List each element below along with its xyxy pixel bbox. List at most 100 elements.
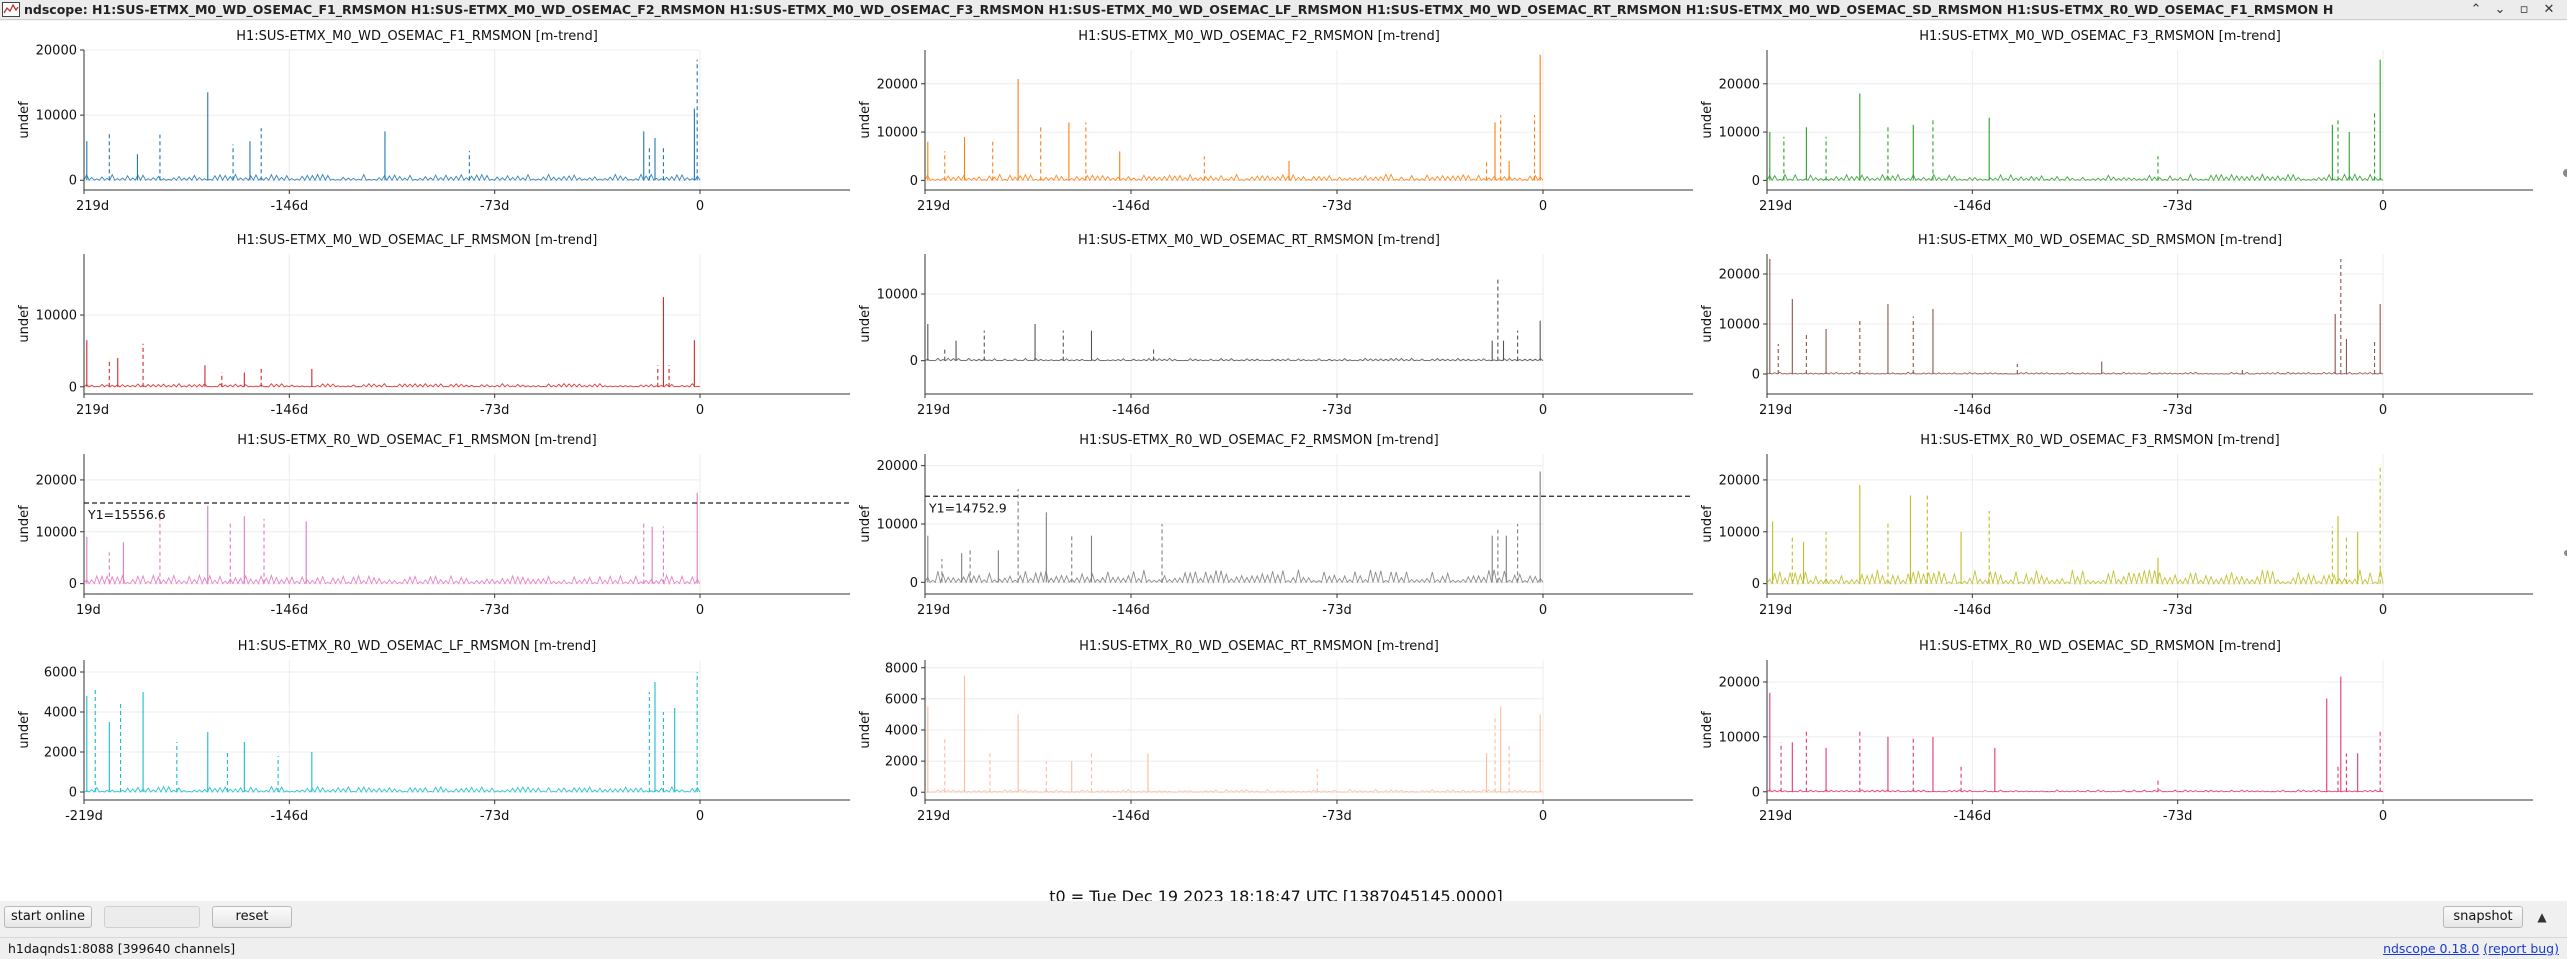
- y-tick-label: 20000: [877, 77, 918, 92]
- x-tick-label: 219d: [917, 809, 950, 824]
- x-tick-label: 0: [696, 603, 704, 618]
- x-tick-label: -73d: [480, 603, 510, 618]
- y-axis-label: undef: [858, 305, 873, 343]
- version-info: ndscope 0.18.0 (report bug): [2383, 941, 2559, 956]
- y-axis-label: undef: [858, 101, 873, 139]
- server-status: h1daqnds1:8088 [399640 channels]: [8, 941, 236, 956]
- data-trace: [1766, 569, 2384, 586]
- plot-title: H1:SUS-ETMX_M0_WD_OSEMAC_F1_RMSMON [m-tr…: [236, 29, 598, 44]
- plot-6: H1:SUS-ETMX_M0_WD_OSEMAC_SD_RMSMON [m-tr…: [1700, 233, 2533, 418]
- window-title: ndscope: H1:SUS-ETMX_M0_WD_OSEMAC_F1_RMS…: [24, 2, 2334, 17]
- y-tick-label: 0: [1752, 174, 1760, 189]
- reset-button[interactable]: reset: [212, 906, 292, 928]
- y-axis-label: undef: [1700, 305, 1715, 343]
- report-bug-link[interactable]: (report bug): [2483, 941, 2559, 956]
- x-tick-label: -146d: [270, 199, 308, 214]
- y-cursor-label: Y1=15556.6: [87, 507, 166, 522]
- x-tick-label: -146d: [1953, 199, 1991, 214]
- y-tick-label: 10000: [36, 525, 77, 540]
- x-tick-label: 219d: [917, 603, 950, 618]
- y-tick-label: 0: [910, 786, 918, 801]
- plot-grid: H1:SUS-ETMX_M0_WD_OSEMAC_F1_RMSMON [m-tr…: [0, 21, 2567, 906]
- keep-above-button[interactable]: ⌃: [2470, 2, 2482, 17]
- start-online-button[interactable]: start online: [4, 906, 92, 928]
- x-tick-label: 0: [2379, 403, 2387, 418]
- x-tick-label: -73d: [1322, 403, 1352, 418]
- y-tick-label: 10000: [877, 126, 918, 141]
- x-tick-label: -219d: [65, 809, 103, 824]
- triangle-up-icon[interactable]: ▲: [2537, 910, 2547, 924]
- x-tick-label: -146d: [1112, 403, 1150, 418]
- plot-10: H1:SUS-ETMX_R0_WD_OSEMAC_LF_RMSMON [m-tr…: [17, 639, 850, 824]
- x-tick-label: 219d: [76, 199, 109, 214]
- plot-title: H1:SUS-ETMX_R0_WD_OSEMAC_F2_RMSMON [m-tr…: [1079, 433, 1438, 448]
- plot-title: H1:SUS-ETMX_M0_WD_OSEMAC_RT_RMSMON [m-tr…: [1078, 233, 1440, 248]
- plot-8: H1:SUS-ETMX_R0_WD_OSEMAC_F2_RMSMON [m-tr…: [858, 433, 1693, 618]
- control-bar: start online reset snapshot ▲: [0, 901, 2567, 937]
- plot-title: H1:SUS-ETMX_M0_WD_OSEMAC_F2_RMSMON [m-tr…: [1078, 29, 1440, 44]
- data-trace: [1766, 789, 2384, 793]
- x-tick-label: 0: [1539, 403, 1547, 418]
- x-tick-label: -146d: [1112, 809, 1150, 824]
- plot-3: H1:SUS-ETMX_M0_WD_OSEMAC_F3_RMSMON [m-tr…: [1700, 29, 2533, 214]
- minimize-button[interactable]: ⌄: [2494, 2, 2506, 17]
- data-trace: [924, 357, 1544, 362]
- x-tick-label: -146d: [270, 403, 308, 418]
- x-tick-label: 219d: [917, 403, 950, 418]
- close-button[interactable]: ✕: [2543, 2, 2555, 17]
- y-cursor-label: Y1=14752.9: [928, 500, 1007, 515]
- version-link[interactable]: ndscope 0.18.0: [2383, 941, 2480, 956]
- plot-11: H1:SUS-ETMX_R0_WD_OSEMAC_RT_RMSMON [m-tr…: [858, 639, 1693, 824]
- data-trace: [924, 788, 1544, 793]
- y-tick-label: 20000: [877, 459, 918, 474]
- plots-canvas: H1:SUS-ETMX_M0_WD_OSEMAC_F1_RMSMON [m-tr…: [17, 29, 2533, 824]
- data-trace: [83, 382, 701, 388]
- y-tick-label: 0: [910, 576, 918, 591]
- x-tick-label: 0: [2379, 809, 2387, 824]
- x-tick-label: -73d: [480, 403, 510, 418]
- right-edge-handles: [2559, 161, 2567, 581]
- x-tick-label: 219d: [1759, 403, 1792, 418]
- y-axis-label: undef: [17, 711, 32, 749]
- x-tick-label: -73d: [2163, 809, 2193, 824]
- y-tick-label: 0: [910, 354, 918, 369]
- x-tick-label: -73d: [2163, 403, 2193, 418]
- x-tick-label: 219d: [1759, 199, 1792, 214]
- ndscope-app-icon: [2, 2, 20, 17]
- x-tick-label: -73d: [480, 199, 510, 214]
- data-trace: [1766, 371, 2384, 375]
- plot-title: H1:SUS-ETMX_R0_WD_OSEMAC_F1_RMSMON [m-tr…: [237, 433, 596, 448]
- y-axis-label: undef: [17, 505, 32, 543]
- data-trace: [83, 173, 701, 182]
- snapshot-button[interactable]: snapshot: [2443, 906, 2523, 928]
- plot-7: H1:SUS-ETMX_R0_WD_OSEMAC_F1_RMSMON [m-tr…: [17, 433, 850, 618]
- y-tick-label: 0: [69, 380, 77, 395]
- data-trace: [924, 173, 1544, 182]
- y-tick-label: 0: [910, 174, 918, 189]
- y-tick-label: 20000: [36, 473, 77, 488]
- x-tick-label: 219d: [1759, 603, 1792, 618]
- y-tick-label: 0: [1752, 368, 1760, 383]
- plot-title: H1:SUS-ETMX_M0_WD_OSEMAC_F3_RMSMON [m-tr…: [1919, 29, 2281, 44]
- maximize-button[interactable]: ▫: [2519, 2, 2529, 17]
- x-tick-label: -73d: [1322, 199, 1352, 214]
- x-tick-label: -73d: [480, 809, 510, 824]
- y-axis-label: undef: [858, 505, 873, 543]
- data-trace: [83, 785, 701, 794]
- y-tick-label: 6000: [885, 692, 918, 707]
- y-tick-label: 0: [69, 174, 77, 189]
- y-tick-label: 0: [1752, 785, 1760, 800]
- y-tick-label: 8000: [885, 661, 918, 676]
- y-axis-label: undef: [17, 305, 32, 343]
- data-trace: [1766, 173, 2384, 182]
- x-tick-label: 0: [2379, 199, 2387, 214]
- y-tick-label: 4000: [44, 706, 77, 721]
- y-tick-label: 10000: [877, 518, 918, 533]
- x-tick-label: -146d: [1112, 603, 1150, 618]
- y-tick-label: 10000: [36, 109, 77, 124]
- plot-title: H1:SUS-ETMX_M0_WD_OSEMAC_LF_RMSMON [m-tr…: [237, 233, 598, 248]
- data-trace: [83, 573, 701, 585]
- plot-title: H1:SUS-ETMX_R0_WD_OSEMAC_SD_RMSMON [m-tr…: [1919, 639, 2281, 654]
- y-tick-label: 20000: [36, 44, 77, 59]
- y-axis-label: undef: [17, 101, 32, 139]
